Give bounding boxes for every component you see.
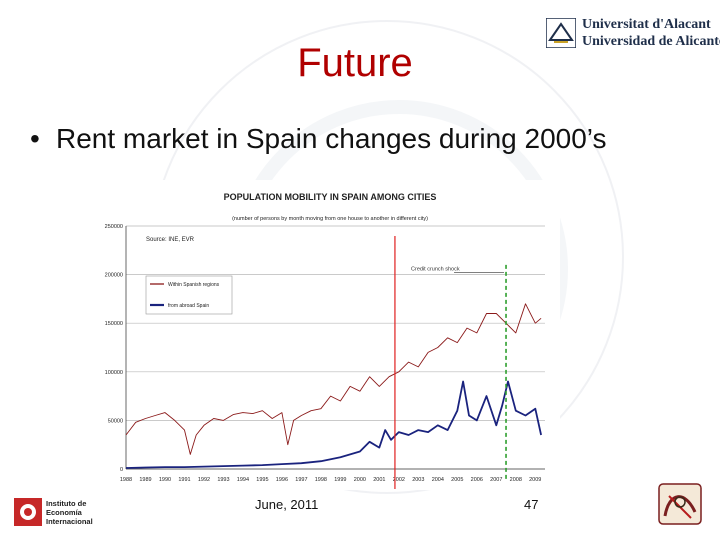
legend-entry-1: from abroad Spain bbox=[168, 303, 209, 309]
x-tick-label: 1996 bbox=[276, 477, 288, 483]
x-tick-label: 1989 bbox=[139, 477, 151, 483]
institute-name-line2: Economía bbox=[46, 508, 82, 517]
chart-source: Source: INE, EVR bbox=[146, 237, 195, 243]
x-tick-label: 1995 bbox=[256, 477, 268, 483]
x-axis-ticks: 1988 1989 1990 1991 1992 1993 1994 1995 1996 1997… bbox=[120, 477, 542, 483]
x-tick-label: 1988 bbox=[120, 477, 132, 483]
university-logo: Universitat d'Alacant Universidad de Ali… bbox=[546, 16, 720, 52]
slide-title: Future bbox=[297, 41, 413, 85]
bullet-dot-icon: • bbox=[30, 123, 40, 154]
x-tick-label: 1994 bbox=[237, 477, 249, 483]
credit-crunch-annotation: Credit crunch shock bbox=[411, 267, 460, 273]
x-tick-label: 2001 bbox=[373, 477, 385, 483]
x-tick-label: 2009 bbox=[529, 477, 541, 483]
x-tick-label: 1998 bbox=[315, 477, 327, 483]
footer-date: June, 2011 bbox=[255, 497, 319, 512]
y-tick-label: 0 bbox=[120, 467, 123, 473]
x-tick-label: 2000 bbox=[354, 477, 366, 483]
chart-subtitle: (number of persons by month moving from … bbox=[232, 216, 428, 222]
x-tick-label: 1992 bbox=[198, 477, 210, 483]
y-tick-label: 150000 bbox=[105, 321, 123, 327]
series-line-0 bbox=[125, 303, 542, 455]
chart-markers bbox=[394, 236, 507, 489]
legend-box bbox=[145, 275, 233, 315]
x-tick-label: 2002 bbox=[393, 477, 405, 483]
x-tick-label: 2007 bbox=[490, 477, 502, 483]
chart-title: POPULATION MOBILITY IN SPAIN AMONG CITIE… bbox=[224, 192, 437, 202]
x-tick-label: 1999 bbox=[334, 477, 346, 483]
institute-emblem-icon bbox=[14, 498, 42, 526]
conference-logo-icon bbox=[658, 483, 702, 525]
x-tick-label: 1991 bbox=[178, 477, 190, 483]
bullet-item: • Rent market in Spain changes during 200… bbox=[30, 122, 607, 156]
x-tick-label: 1997 bbox=[295, 477, 307, 483]
x-tick-label: 2008 bbox=[510, 477, 522, 483]
legend-entry-0: Within Spanish regions bbox=[168, 282, 220, 288]
chart-legend: Within Spanish regions from abroad Spain bbox=[145, 275, 233, 315]
y-axis-ticks: 0 50000 100000 150000 200000 250000 bbox=[105, 224, 123, 473]
x-tick-label: 2006 bbox=[471, 477, 483, 483]
x-tick-label: 2004 bbox=[432, 477, 444, 483]
chart-series bbox=[125, 303, 542, 469]
x-tick-label: 1993 bbox=[217, 477, 229, 483]
university-name-line1: Universitat d'Alacant bbox=[582, 17, 711, 32]
institute-name-line1: Instituto de bbox=[46, 499, 87, 508]
institute-logo: Instituto de Economía Internacional bbox=[14, 496, 124, 532]
bullet-text: Rent market in Spain changes during 2000… bbox=[56, 123, 607, 154]
x-tick-label: 2005 bbox=[451, 477, 463, 483]
y-tick-label: 50000 bbox=[108, 418, 123, 424]
y-tick-label: 200000 bbox=[105, 273, 123, 279]
university-emblem-icon bbox=[546, 18, 576, 48]
x-tick-label: 2003 bbox=[412, 477, 424, 483]
page-number: 47 bbox=[524, 497, 539, 512]
institute-name-line3: Internacional bbox=[46, 517, 93, 526]
y-tick-label: 250000 bbox=[105, 224, 123, 230]
population-mobility-chart: POPULATION MOBILITY IN SPAIN AMONG CITIE… bbox=[100, 180, 560, 490]
x-tick-label: 1990 bbox=[159, 477, 171, 483]
series-line-1 bbox=[125, 380, 542, 469]
chart-background bbox=[100, 180, 560, 490]
y-tick-label: 100000 bbox=[105, 370, 123, 376]
institute-name: Instituto de Economía Internacional bbox=[46, 499, 93, 526]
university-name-line2: Universidad de Alicante bbox=[582, 34, 720, 49]
